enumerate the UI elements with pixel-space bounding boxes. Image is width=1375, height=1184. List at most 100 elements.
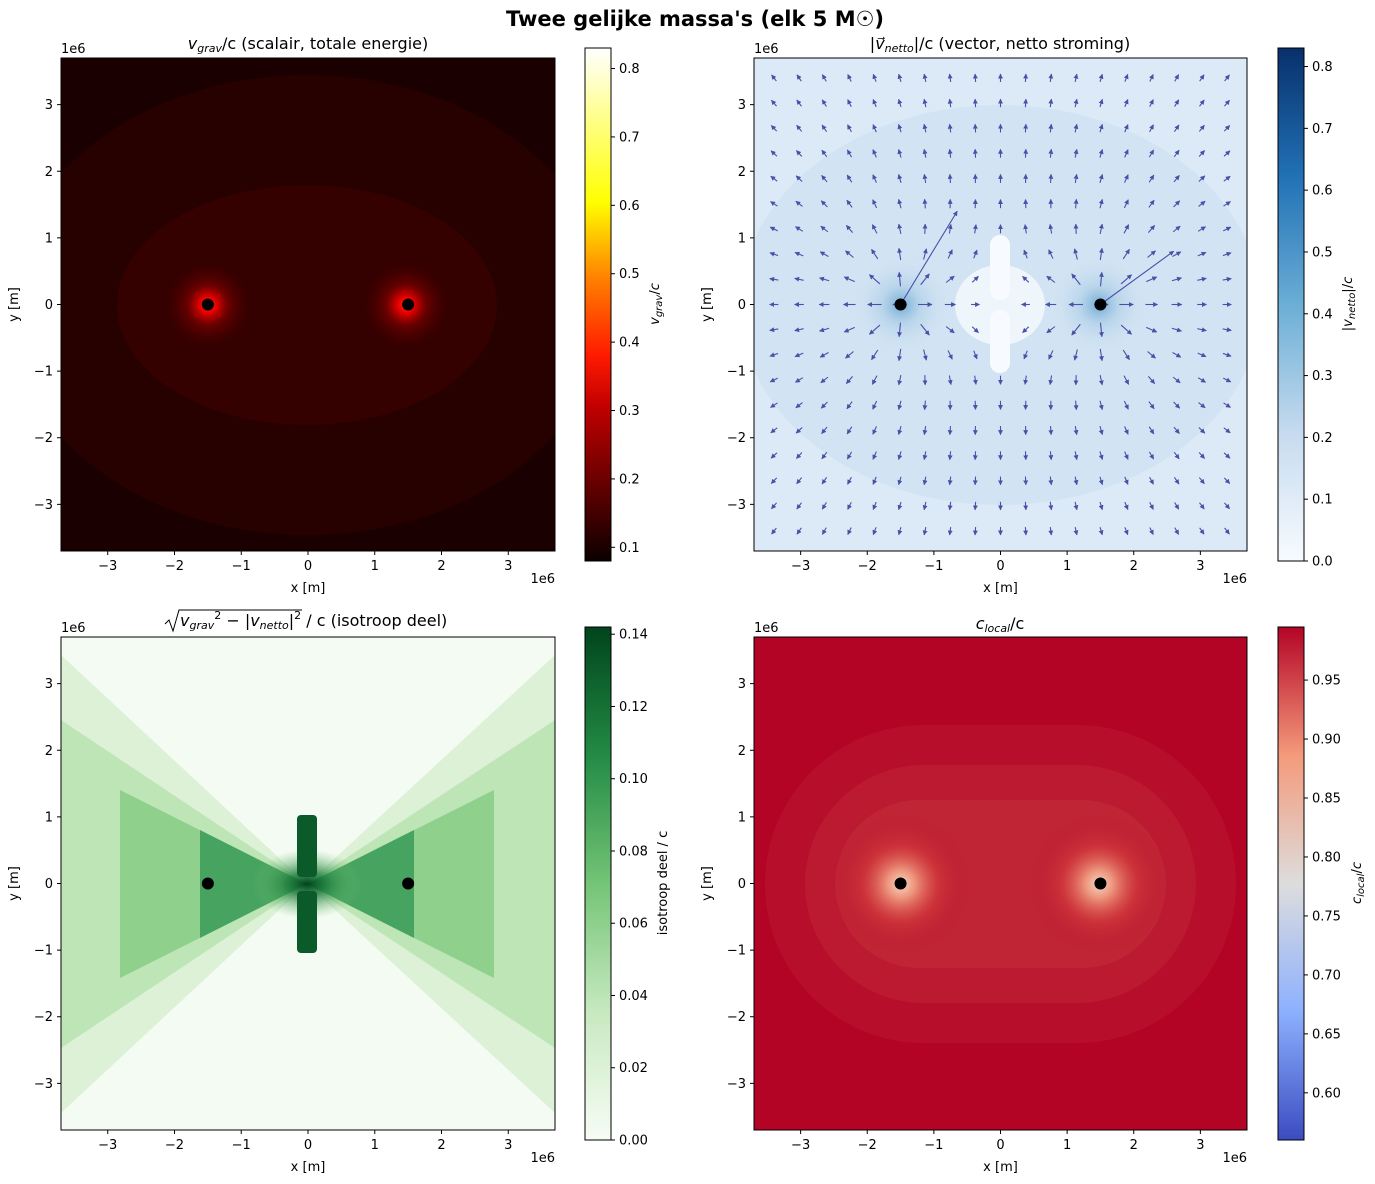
- quiver-arrow: [1048, 501, 1054, 511]
- quiver-arrow: [872, 527, 878, 536]
- quiver-arrow: [1073, 248, 1079, 260]
- quiver-arrow: [872, 149, 878, 158]
- quiver-arrow: [1073, 148, 1079, 158]
- quiver-arrow: [771, 502, 777, 510]
- colorbar-tick-label: 0.90: [1312, 733, 1341, 748]
- quiver-arrow: [1148, 199, 1155, 208]
- quiver-arrow: [821, 451, 828, 460]
- quiver-arrow: [973, 350, 978, 360]
- quiver-arrow: [1048, 148, 1054, 158]
- quiver-arrow: [1098, 476, 1104, 486]
- colorbar-tick-label: 0.1: [1312, 493, 1333, 508]
- quiver-arrow: [1048, 123, 1054, 133]
- quiver-arrow: [1223, 125, 1231, 132]
- axes-ticks: −3 −2 −1 0 1 2 3 −3 −2 −1 0 1 2 3 x [m] y [m] 1e6 1e6 −3 −2…: [7, 42, 1247, 1175]
- quiver-arrow: [872, 476, 878, 485]
- quiver-arrow: [769, 352, 779, 358]
- x-tick-label: 1: [1063, 1138, 1071, 1153]
- quiver-arrow: [1149, 476, 1154, 485]
- quiver-arrow: [771, 99, 777, 107]
- colorbar-tick-label: 0.04: [619, 989, 648, 1004]
- y-tick-label: −1: [34, 365, 53, 380]
- mass-marker: [201, 877, 214, 890]
- quiver-arrow: [1198, 200, 1206, 207]
- x-tick-label: 0: [304, 1138, 312, 1153]
- quiver-arrow: [847, 73, 852, 82]
- x-tick-label: 1: [371, 1138, 379, 1153]
- x-offset-label: 1e6: [1222, 572, 1247, 587]
- quiver-arrow: [1173, 124, 1180, 132]
- quiver-arrow: [769, 327, 779, 333]
- quiver-arrow: [821, 175, 828, 183]
- x-tick-label: 3: [504, 559, 512, 574]
- quiver-arrow: [819, 351, 829, 358]
- quiver-arrow: [1123, 527, 1129, 536]
- y-tick-label: −3: [34, 1077, 53, 1092]
- quiver-arrow: [1123, 73, 1129, 82]
- mass-marker: [201, 298, 214, 311]
- quiver-arrow: [869, 274, 881, 285]
- quiver-arrow: [1149, 527, 1154, 536]
- quiver-arrow: [1198, 402, 1206, 409]
- quiver-arrow: [947, 476, 953, 486]
- quiver-arrow: [820, 376, 829, 384]
- quiver-arrow: [897, 148, 903, 158]
- quiver-arrow: [770, 201, 778, 207]
- quiver-arrow: [771, 527, 777, 535]
- quiver-arrow: [972, 98, 978, 108]
- quiver-arrow: [1174, 99, 1180, 107]
- quiver-arrow: [843, 276, 855, 283]
- quiver-arrow: [922, 400, 928, 411]
- quiver-arrow: [1123, 124, 1129, 133]
- quiver-arrow: [846, 451, 853, 460]
- colorbar-tick-label: 0.80: [1312, 850, 1341, 865]
- quiver-arrow: [897, 223, 903, 235]
- x-tick-label: 3: [1196, 559, 1204, 574]
- quiver-arrow: [1222, 226, 1232, 232]
- quiver-arrow: [845, 351, 854, 359]
- colorbar-tick-label: 0.4: [1312, 307, 1333, 322]
- quiver-arrow: [847, 476, 852, 485]
- quiver-arrow: [1174, 527, 1180, 535]
- quiver-arrow: [972, 375, 978, 385]
- quiver-arrow: [945, 326, 955, 334]
- quiver-arrow: [1148, 426, 1155, 435]
- quiver-arrow: [796, 74, 802, 82]
- colorbar-tick-label: 0.1: [619, 541, 640, 556]
- quiver-arrow: [819, 327, 830, 333]
- quiver-arrow: [947, 123, 953, 133]
- quiver-arrow: [796, 452, 803, 459]
- x-tick-label: 0: [996, 1138, 1004, 1153]
- quiver-arrow: [1223, 477, 1231, 484]
- x-offset-label: 1e6: [1222, 1151, 1247, 1166]
- y-tick-label: 2: [738, 744, 746, 759]
- quiver-arrow: [871, 224, 878, 234]
- quiver-arrow: [796, 124, 803, 132]
- quiver-arrow: [920, 323, 930, 336]
- x-tick-label: 0: [996, 559, 1004, 574]
- quiver-arrow: [1149, 502, 1154, 510]
- quiver-arrow: [872, 174, 877, 183]
- y-tick-label: 1: [738, 810, 746, 825]
- colorbar-tick-label: 0.65: [1312, 1027, 1341, 1042]
- quiver-arrow: [1046, 275, 1056, 283]
- y-tick-label: 2: [45, 165, 53, 180]
- quiver-arrow: [821, 477, 828, 485]
- y-tick-label: 1: [738, 231, 746, 246]
- quiver-arrow: [1123, 224, 1130, 234]
- quiver-arrow: [872, 451, 878, 460]
- quiver-arrow: [872, 501, 878, 511]
- quiver-arrow: [1023, 501, 1029, 511]
- quiver-arrow: [897, 501, 903, 511]
- quiver-arrow: [1048, 375, 1054, 386]
- quiver-arrow: [897, 322, 903, 338]
- quiver-arrow: [1123, 149, 1129, 158]
- panel-title: clocal/c: [976, 614, 1025, 635]
- quiver-arrow: [845, 250, 854, 258]
- colorbar-vnetto: [1277, 47, 1305, 562]
- quiver-arrow: [971, 275, 979, 283]
- quiver-arrow: [1223, 402, 1231, 408]
- quiver-arrow: [871, 349, 879, 361]
- colorbar-tick-label: 0.2: [619, 472, 640, 487]
- quiver-arrow: [1148, 149, 1155, 158]
